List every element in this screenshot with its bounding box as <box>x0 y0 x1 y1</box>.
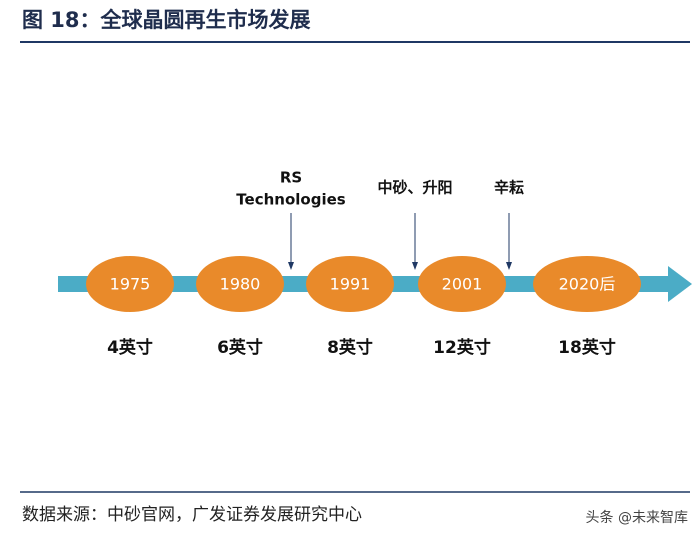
watermark: 头条 @未来智库 <box>586 509 688 526</box>
size-label: 8英寸 <box>327 337 373 358</box>
year-label: 1975 <box>110 275 151 294</box>
event-arrowhead <box>288 262 294 270</box>
year-oval <box>418 256 506 312</box>
source: 数据来源：中砂官网，广发证券发展研究中心 <box>22 505 362 525</box>
event-label: RS <box>280 169 302 187</box>
events: RS Technologies 中砂、升阳 辛耘 <box>236 169 524 270</box>
size-label: 18英寸 <box>558 337 616 358</box>
year-label: 1991 <box>330 275 371 294</box>
size-label: 4英寸 <box>107 337 153 358</box>
year-label: 1980 <box>220 275 261 294</box>
year-oval <box>306 256 394 312</box>
nodes: 1975 4英寸 1980 6英寸 1991 8英寸 2001 12英寸 2020后 18英寸 <box>86 256 641 358</box>
year-oval <box>196 256 284 312</box>
event-arrowhead <box>412 262 418 270</box>
year-label: 2020后 <box>559 275 616 294</box>
timeline-arrowhead <box>668 266 692 302</box>
event-arrowhead <box>506 262 512 270</box>
year-oval <box>86 256 174 312</box>
event-label: 中砂、升阳 <box>377 179 452 197</box>
year-label: 2001 <box>442 275 483 294</box>
year-oval <box>533 256 641 312</box>
event-label: 辛耘 <box>494 179 524 197</box>
title: 图 18：全球晶圆再生市场发展 <box>22 8 311 32</box>
event-label: Technologies <box>236 191 345 209</box>
size-label: 6英寸 <box>217 337 263 358</box>
size-label: 12英寸 <box>433 337 491 358</box>
